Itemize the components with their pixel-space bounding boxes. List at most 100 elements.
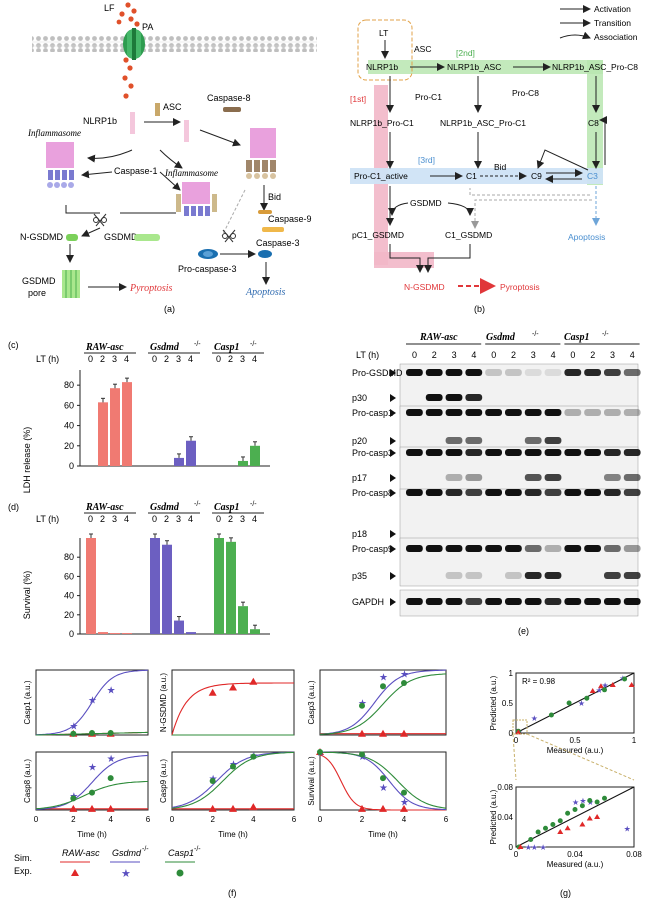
x-tick-label: 1: [632, 736, 637, 745]
blot-band: [465, 437, 483, 444]
blot-band: [505, 598, 522, 605]
blot-lane-label: 0: [412, 350, 417, 360]
scatter-point: [589, 688, 596, 693]
blot-band: [584, 449, 601, 456]
y-tick-label: 1: [509, 669, 514, 678]
lt-dashed-box: [357, 19, 413, 81]
blot-row-arrow: [390, 572, 396, 580]
exp-point: ★: [107, 686, 116, 697]
plot-ylabel: Casp3 (a.u.): [307, 680, 316, 724]
zoom-guide: [526, 733, 635, 781]
blot-band: [485, 489, 502, 496]
bar: [250, 629, 260, 634]
blot-band: [465, 449, 483, 456]
blot-band: [544, 598, 562, 605]
bar: [238, 606, 248, 634]
lt-tick: 2: [164, 514, 169, 524]
legend-gsdmd-sup: -/-: [142, 846, 149, 853]
inflammasome-icon-2: [176, 182, 217, 216]
scatter-point: [564, 825, 571, 831]
caspase9-label: Caspase-9: [268, 214, 312, 224]
zoom-box: [512, 719, 528, 735]
y-tick-label: 0.04: [497, 813, 513, 822]
y-tick-label: 0: [509, 843, 514, 852]
lethal-factor-dots: [116, 2, 140, 99]
legend-exp: Exp.: [14, 866, 32, 876]
scatter-top: [515, 672, 635, 734]
plot-ylabel: N-GSDMD (a.u.): [159, 673, 168, 732]
panel-e: RAW-asc Gsdmd -/- Casp1 -/- LT (h) 0 2 3 4 0 2 3 4 0 2 3…: [352, 331, 641, 636]
caspase3-icon: [258, 250, 272, 258]
sim-line: [319, 669, 446, 735]
lt-tick: 2: [100, 354, 105, 364]
sim-line: [171, 682, 294, 736]
sim-line: [36, 669, 148, 736]
blot-band: [524, 572, 542, 579]
blot-band: [406, 409, 423, 416]
blot-band: [524, 489, 542, 496]
blot-lt-label: LT (h): [356, 350, 379, 360]
blot-band: [564, 545, 582, 552]
blot-band: [604, 409, 621, 416]
exp-point: [249, 803, 258, 811]
exp-point: [208, 804, 217, 812]
x-tick-label: 0.5: [569, 736, 581, 745]
blot-band: [425, 369, 443, 376]
blot-band: [505, 369, 522, 376]
third-tag: [3rd]: [418, 155, 435, 165]
y-tick-label: 40: [64, 421, 74, 431]
y-tick-label: 0: [69, 629, 74, 639]
exp-point: [209, 778, 216, 784]
scatter-point: [609, 682, 616, 687]
lt-tick: 0: [152, 514, 157, 524]
blot-band: [425, 409, 443, 416]
blot-band: [406, 545, 423, 552]
blot-band: [584, 409, 601, 416]
lt-tick: 2: [228, 514, 233, 524]
blot-band: [445, 409, 463, 416]
exp-point: [69, 804, 78, 812]
bar: [122, 633, 132, 634]
blot-band: [425, 545, 443, 552]
x-tick-label: 6: [146, 815, 151, 824]
scatter-point: ★: [596, 686, 603, 695]
scissors-icon-2: [222, 229, 236, 243]
plot-ylabel: Casp9 (a.u.): [159, 759, 168, 803]
plot-ylabel: Casp1 (a.u.): [23, 680, 32, 724]
r2-label: R² = 0.98: [522, 677, 556, 686]
sim-line: [319, 673, 447, 735]
lt-tick: 3: [240, 354, 245, 364]
bar: [238, 460, 248, 466]
group-header: Gsdmd: [150, 502, 180, 513]
blot-row-arrow: [390, 449, 396, 457]
lt-tick: 4: [188, 354, 193, 364]
proc8-node: Pro-C8: [512, 88, 539, 98]
survival-ylabel: Survival (%): [22, 571, 32, 620]
y-tick-label: 0: [509, 729, 514, 738]
blot-band: [485, 449, 502, 456]
inflammasome-icon-1: [46, 142, 74, 188]
exp-point: ★: [379, 783, 388, 794]
pa-channel-icon: [123, 28, 145, 60]
blot-band: [445, 394, 463, 401]
blot-band: [604, 598, 621, 605]
scatter-point: [628, 682, 635, 687]
blot-band: [564, 598, 582, 605]
blot-row-label: Pro-casp1: [352, 408, 393, 418]
pyroptosis-node: Pyroptosis: [500, 282, 540, 292]
bid-label: Bid: [268, 192, 281, 202]
blot-band: [505, 545, 522, 552]
blot-band: [485, 545, 502, 552]
legend-transition: Transition: [594, 18, 631, 28]
scatter-point: [557, 829, 564, 834]
lt-tick: 0: [88, 514, 93, 524]
second-tag: [2nd]: [456, 48, 475, 58]
asc-icon: [155, 103, 160, 116]
blot-band: [465, 598, 483, 605]
blot-group-sup: -/-: [602, 331, 609, 338]
scatter-point: [602, 687, 607, 693]
scatter-point: [517, 844, 524, 849]
x-tick-label: 2: [71, 815, 76, 824]
